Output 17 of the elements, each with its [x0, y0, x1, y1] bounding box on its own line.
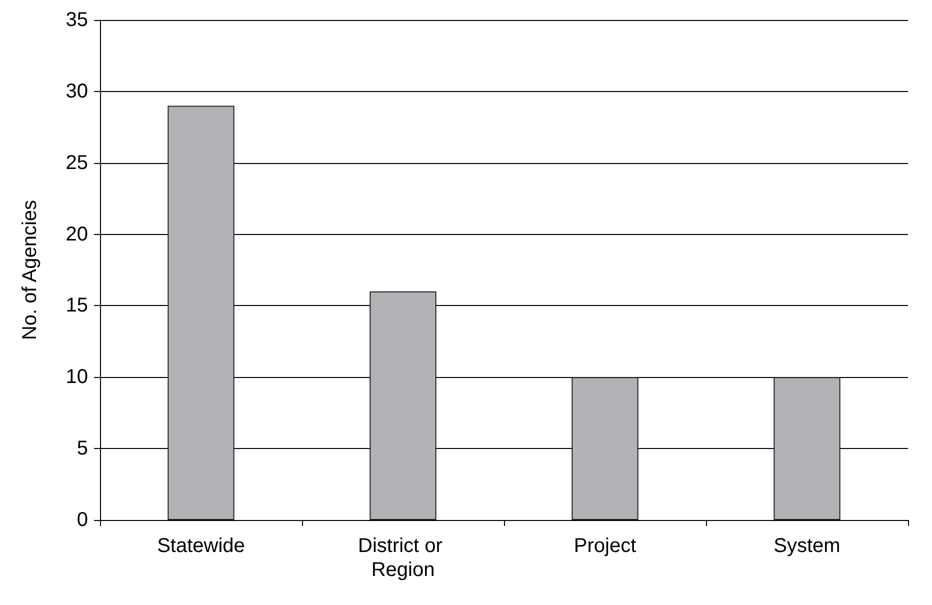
y-tick-label: 20	[66, 223, 88, 246]
bar	[370, 291, 436, 520]
y-tick-label: 25	[66, 152, 88, 174]
y-tick-label: 5	[76, 438, 88, 460]
y-tick-label: 35	[66, 9, 88, 31]
y-tick-label: 10	[66, 366, 88, 388]
y-tick-label: 15	[66, 294, 88, 317]
x-tick-label: Statewide	[157, 535, 245, 557]
x-tick-label: Project	[574, 535, 637, 557]
bar	[572, 377, 638, 520]
x-tick-label: District or Region	[358, 535, 448, 581]
bar	[774, 377, 840, 520]
y-tick-label: 0	[76, 509, 88, 531]
x-tick-label: System	[774, 535, 840, 557]
bar	[168, 106, 234, 520]
y-axis-title: No. of Agencies	[19, 200, 41, 340]
y-tick-label: 30	[66, 80, 88, 102]
